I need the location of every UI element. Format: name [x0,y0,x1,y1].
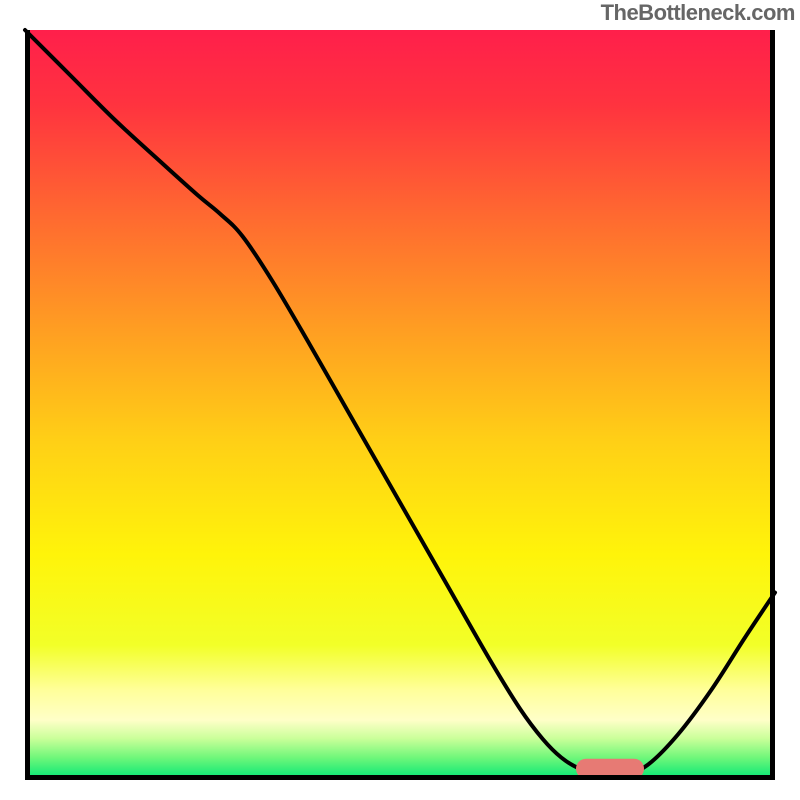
watermark-text: TheBottleneck.com [601,0,795,26]
chart-svg [0,0,800,800]
bottleneck-chart: TheBottleneck.com [0,0,800,800]
